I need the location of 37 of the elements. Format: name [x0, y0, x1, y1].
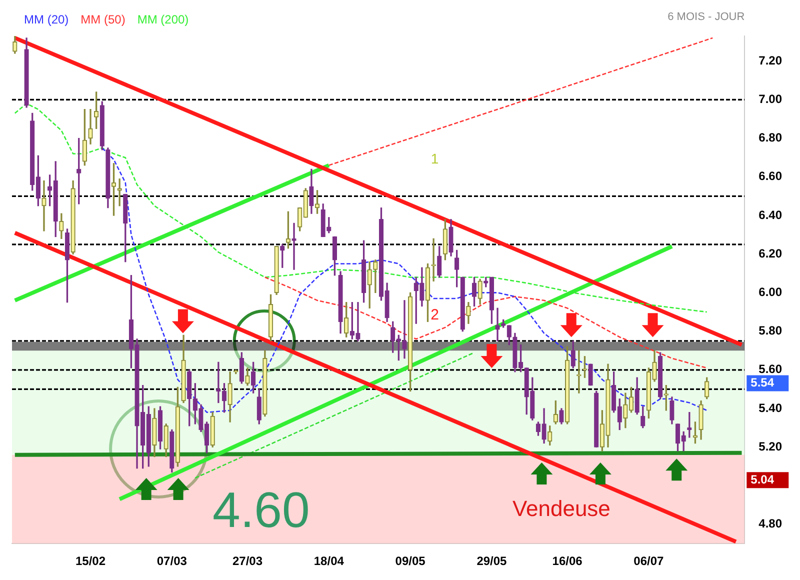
chart-subtitle: 6 MOIS - JOUR [668, 11, 745, 24]
candlestick [117, 178, 122, 206]
y-tick-label: 6.80 [758, 130, 782, 145]
text: 5.54 [750, 376, 774, 390]
x-tick-label: 18/04 [314, 554, 344, 568]
candlestick [356, 302, 360, 342]
band-label: Vendeuse [512, 496, 610, 521]
x-tick-label: 16/06 [552, 554, 583, 568]
y-tick-label: 6.60 [758, 169, 782, 184]
x-tick-label: 15/02 [75, 554, 106, 568]
x-tick-label: 06/07 [634, 554, 664, 568]
y-tick-label: 5.20 [758, 439, 782, 454]
y-tick-label: 5.80 [758, 324, 782, 338]
annotation: 4.60 [212, 482, 310, 538]
x-tick-label: 07/03 [156, 554, 188, 568]
text: MM (20) [24, 12, 69, 26]
x-tick-label: 09/05 [395, 554, 426, 568]
x-tick-label: 29/05 [476, 554, 508, 568]
annotation: 1 [430, 150, 439, 167]
y-tick-label: 5.40 [758, 400, 782, 415]
y-tick-label: 7.20 [758, 53, 782, 68]
line-series [101, 147, 708, 414]
y-tick-label: 6.40 [758, 208, 782, 222]
y-tick-label: 6.20 [758, 246, 782, 260]
candlestick [42, 180, 46, 232]
text: MM (50) [80, 12, 126, 26]
text: MM (200) [137, 12, 189, 26]
y-tick-label: 6.00 [758, 285, 782, 300]
y-tick-label: 7.00 [758, 92, 782, 106]
candlestick [495, 308, 500, 342]
x-tick-label: 27/03 [232, 554, 263, 568]
candlestick [402, 300, 407, 359]
y-tick-label: 5.60 [758, 362, 782, 376]
line-series [264, 276, 708, 369]
text: 5.04 [750, 472, 774, 486]
y-tick-label: 4.80 [758, 516, 782, 531]
annotation: 2 [430, 306, 439, 324]
